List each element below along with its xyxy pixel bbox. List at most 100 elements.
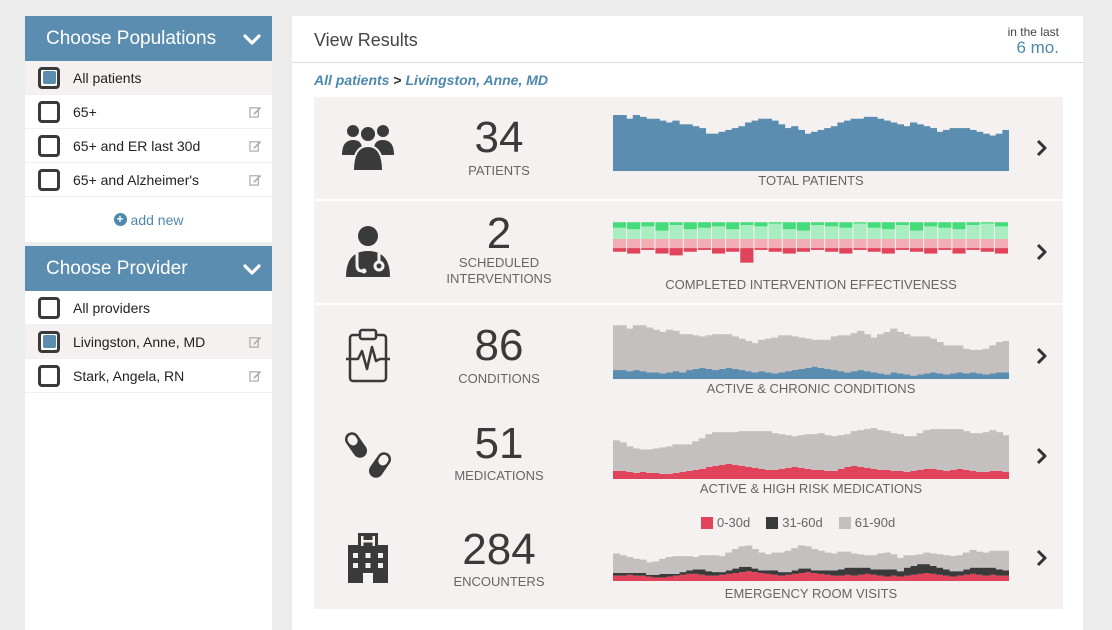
- chevron-down-icon[interactable]: [242, 259, 262, 279]
- chevron-right-icon[interactable]: [1035, 242, 1049, 262]
- chart-bar: [817, 469, 825, 479]
- chart-bar: [745, 340, 753, 372]
- chart-bar: [652, 561, 660, 575]
- breadcrumb-population[interactable]: All patients: [314, 72, 390, 88]
- chart-bar: [916, 564, 924, 574]
- checkbox[interactable]: [38, 330, 60, 353]
- period-selector[interactable]: in the last 6 mo.: [1008, 25, 1059, 57]
- chart-bar: [924, 248, 938, 254]
- chart-bar: [857, 574, 865, 581]
- chart-bar: [976, 373, 984, 379]
- chart-bar: [1002, 575, 1009, 581]
- chart-bar: [903, 334, 911, 375]
- chart-bar: [969, 433, 977, 471]
- chart-bar: [627, 229, 641, 239]
- chart-bar: [903, 126, 911, 171]
- breadcrumb-provider[interactable]: Livingston, Anne, MD: [405, 72, 549, 88]
- population-item-all-patients[interactable]: All patients: [25, 61, 272, 95]
- provider-header[interactable]: Choose Provider: [25, 246, 272, 291]
- chevron-right-icon[interactable]: [1035, 138, 1049, 158]
- checkbox[interactable]: [38, 296, 60, 319]
- metric-card-encounters[interactable]: 0-30d 31-60d 61-90d 284 ENCOUNTERS EMERG…: [314, 507, 1063, 609]
- metric-card-conditions[interactable]: 86 CONDITIONS ACTIVE & CHRONIC CONDITION…: [314, 305, 1063, 407]
- provider-item-all[interactable]: All providers: [25, 291, 272, 325]
- chevron-right-icon[interactable]: [1035, 346, 1049, 366]
- checkbox[interactable]: [38, 66, 60, 89]
- chart-bar: [778, 552, 786, 573]
- chart-bar: [796, 239, 810, 249]
- chart-bar: [698, 367, 706, 379]
- chart-bar: [949, 373, 957, 379]
- checkbox[interactable]: [38, 134, 60, 157]
- provider-item-stark[interactable]: Stark, Angela, RN: [25, 359, 272, 393]
- period-value[interactable]: 6 mo.: [1016, 38, 1059, 57]
- chart-bar: [646, 562, 654, 575]
- chart-bar: [929, 573, 937, 581]
- provider-item-livingston[interactable]: Livingston, Anne, MD: [25, 325, 272, 359]
- chart-bar: [952, 229, 966, 239]
- add-new-population-button[interactable]: + add new: [25, 197, 272, 243]
- chart-bar: [705, 466, 713, 479]
- legend-swatch: [701, 516, 713, 529]
- chart-bar: [655, 222, 669, 231]
- chart-bar: [895, 225, 909, 239]
- populations-header[interactable]: Choose Populations: [25, 16, 272, 61]
- chart-bar: [1002, 550, 1009, 571]
- population-item-65plus[interactable]: 65+: [25, 95, 272, 129]
- checkbox[interactable]: [38, 168, 60, 191]
- edit-icon[interactable]: [249, 139, 262, 152]
- chart-bar: [613, 553, 621, 573]
- chart-bar: [980, 248, 994, 252]
- metric-card-interventions[interactable]: 2 SCHEDULED INTERVENTIONS COMPLETED INTE…: [314, 201, 1063, 303]
- chart-bar: [725, 367, 733, 379]
- chart-bar: [751, 343, 759, 373]
- chart-bar: [754, 222, 768, 227]
- chart-bar: [877, 469, 885, 479]
- chart-bar: [943, 429, 951, 471]
- chart-bar: [754, 226, 768, 239]
- chart-bar: [844, 335, 852, 373]
- chart-label: TOTAL PATIENTS: [758, 173, 864, 188]
- chart-bar: [877, 569, 885, 576]
- chart-bar: [639, 371, 647, 379]
- chart-bar: [989, 373, 997, 379]
- chevron-down-icon[interactable]: [242, 29, 262, 49]
- chart-bar: [825, 239, 839, 249]
- chart-bar: [683, 248, 697, 252]
- chart-bar: [938, 248, 952, 250]
- chart-bar: [929, 128, 937, 171]
- chart-bar: [613, 239, 627, 249]
- chart-bar: [956, 372, 964, 379]
- chart-bar: [910, 230, 924, 239]
- chart-bar: [844, 551, 852, 568]
- chart-bar: [903, 575, 911, 581]
- chart-bar: [929, 553, 937, 566]
- chart-bar: [659, 447, 667, 474]
- chart-bar: [692, 569, 700, 574]
- chart-bar: [731, 568, 739, 573]
- metric-card-patients[interactable]: 34 PATIENTS TOTAL PATIENTS: [314, 97, 1063, 199]
- chart-bar: [844, 567, 852, 575]
- chart-bar: [771, 433, 779, 470]
- chart-bar: [853, 223, 867, 239]
- edit-icon[interactable]: [249, 105, 262, 118]
- chart-bar: [943, 569, 951, 576]
- chart-bar: [784, 572, 792, 575]
- chart-bar: [764, 118, 772, 171]
- chevron-right-icon[interactable]: [1035, 446, 1049, 466]
- chart-bar: [956, 429, 964, 469]
- chart-bar: [853, 248, 867, 250]
- chart-bar: [811, 248, 825, 250]
- chart-bar: [652, 448, 660, 473]
- checkbox[interactable]: [38, 100, 60, 123]
- edit-icon[interactable]: [249, 369, 262, 382]
- population-item-65plus-er[interactable]: 65+ and ER last 30d: [25, 129, 272, 163]
- edit-icon[interactable]: [249, 173, 262, 186]
- chart-bar: [685, 370, 693, 379]
- chevron-right-icon[interactable]: [1035, 548, 1049, 568]
- edit-icon[interactable]: [249, 335, 262, 348]
- metric-card-medications[interactable]: 51 MEDICATIONS ACTIVE & HIGH RISK MEDICA…: [314, 405, 1063, 507]
- provider-label: Livingston, Anne, MD: [73, 333, 206, 350]
- checkbox[interactable]: [38, 364, 60, 387]
- population-item-65plus-alzheimers[interactable]: 65+ and Alzheimer's: [25, 163, 272, 197]
